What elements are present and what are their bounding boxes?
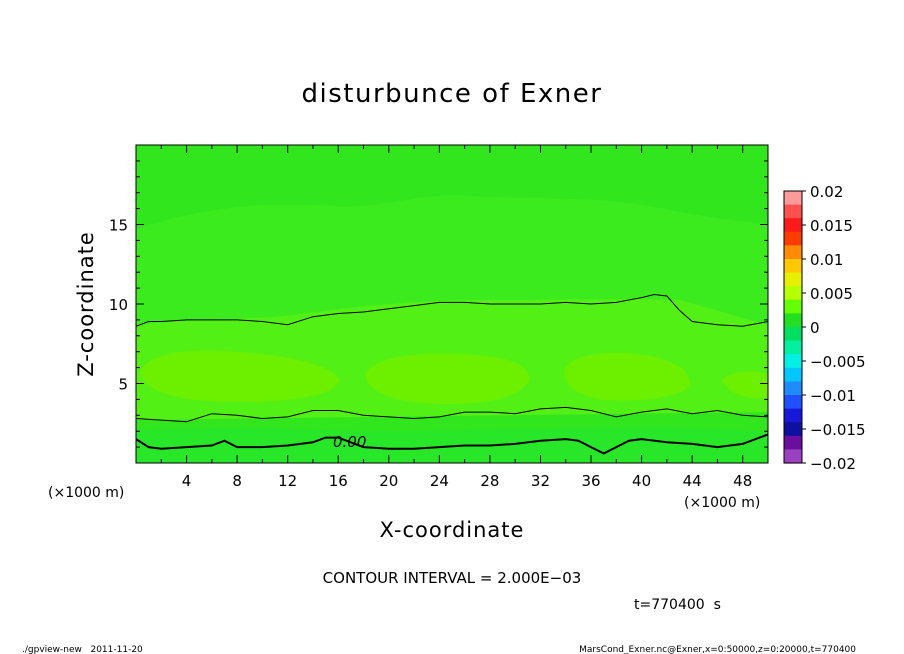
field-band-upper-light xyxy=(136,195,768,325)
colorbar-swatch xyxy=(784,245,802,260)
x-tick-label: 44 xyxy=(683,472,702,490)
colorbar-swatch xyxy=(784,408,802,423)
contour-lines xyxy=(135,293,769,455)
footer-left: ./gpview-new 2011-11-20 xyxy=(22,645,143,654)
colorbar-swatch xyxy=(784,272,802,287)
colorbar-label: 0 xyxy=(810,319,820,337)
x-tick-label: 32 xyxy=(531,472,550,490)
field-blob-left xyxy=(140,350,340,402)
field-band-bottom xyxy=(136,427,768,463)
colorbar-swatch xyxy=(784,395,802,410)
x-tick-label: 48 xyxy=(733,472,752,490)
footer-right: MarsCond_Exner.nc@Exner,x=0:50000,z=0:20… xyxy=(579,645,856,654)
x-tick-label: 20 xyxy=(379,472,398,490)
colorbar-label: −0.015 xyxy=(810,421,866,439)
colorbar-swatch xyxy=(784,218,802,233)
chart-title: disturbunce of Exner xyxy=(302,79,603,109)
y-tick-label: 5 xyxy=(118,376,128,394)
contour-label: 0.00 xyxy=(333,433,366,451)
colorbar-label: −0.005 xyxy=(810,353,866,371)
y-tick-label: 15 xyxy=(109,217,128,235)
colorbar-swatch xyxy=(784,299,802,314)
colorbar-swatch xyxy=(784,327,802,342)
contour-line-upper xyxy=(135,293,769,327)
colorbar-label: −0.01 xyxy=(810,387,856,405)
colorbar-swatch xyxy=(784,354,802,369)
colorbar-swatch xyxy=(784,204,802,219)
x-tick-label: 4 xyxy=(182,472,192,490)
y-tick-label: 10 xyxy=(109,296,128,314)
colorbar-swatch xyxy=(784,449,802,464)
x-unit-label-right: (×1000 m) xyxy=(684,495,760,511)
colorbar-swatch xyxy=(784,191,802,206)
colorbar-swatch xyxy=(784,367,802,382)
colorbar-swatch xyxy=(784,231,802,246)
field-blob-right xyxy=(564,352,690,401)
time-text: t=770400 s xyxy=(634,597,721,613)
contour-line-lower xyxy=(135,406,769,423)
x-tick-label: 36 xyxy=(581,472,600,490)
colorbar-swatch xyxy=(784,259,802,274)
colorbar-label: 0.02 xyxy=(810,183,843,201)
x-tick-label: 24 xyxy=(430,472,449,490)
colorbar-swatch xyxy=(784,313,802,328)
colorbar-swatch xyxy=(784,435,802,450)
field-blob-far-right xyxy=(722,371,768,399)
x-tick-label: 40 xyxy=(632,472,651,490)
x-tick-label: 8 xyxy=(232,472,242,490)
colorbar-label: −0.02 xyxy=(810,455,856,473)
colorbar-label: 0.005 xyxy=(810,285,853,303)
colorbar-label: 0.015 xyxy=(810,217,853,235)
x-tick-label: 12 xyxy=(278,472,297,490)
colorbar-swatch xyxy=(784,340,802,355)
field-blob-center xyxy=(365,353,530,404)
colorbar-swatch xyxy=(784,381,802,396)
y-axis-label: Z-coordinate xyxy=(74,231,98,377)
x-axis-label: X-coordinate xyxy=(380,518,525,542)
contour-line-zero xyxy=(135,433,769,455)
x-tick-label: 28 xyxy=(480,472,499,490)
colorbar-swatch xyxy=(784,286,802,301)
x-unit-label-left: (×1000 m) xyxy=(48,485,124,501)
colorbar: 0.02 0.015 0.01 0.005 0 −0.005 −0.01 −0.015 −0.0… xyxy=(783,183,866,473)
x-tick-label: 16 xyxy=(329,472,348,490)
colorbar-label: 0.01 xyxy=(810,251,843,269)
colorbar-swatch xyxy=(784,422,802,437)
contour-interval-text: CONTOUR INTERVAL = 2.000E−03 xyxy=(323,569,582,587)
